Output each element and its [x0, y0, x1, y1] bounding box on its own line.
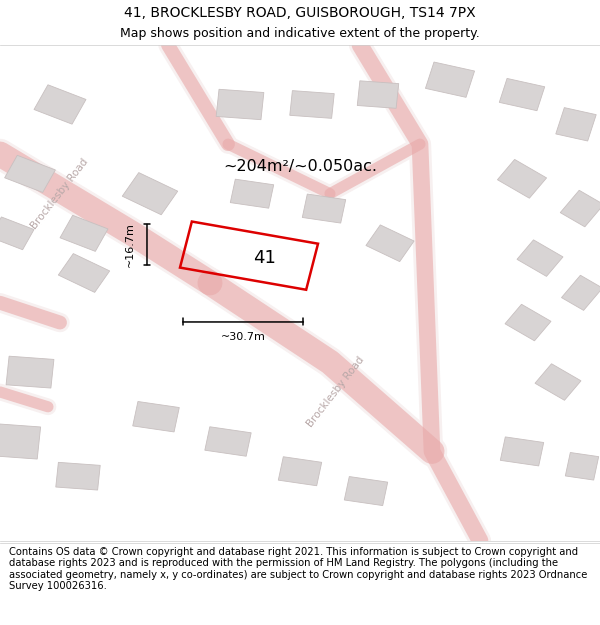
Text: 41, BROCKLESBY ROAD, GUISBOROUGH, TS14 7PX: 41, BROCKLESBY ROAD, GUISBOROUGH, TS14 7… [124, 6, 476, 19]
Polygon shape [56, 462, 100, 490]
Text: ~16.7m: ~16.7m [125, 222, 135, 267]
Polygon shape [122, 173, 178, 215]
Polygon shape [133, 401, 179, 432]
Polygon shape [216, 89, 264, 119]
Polygon shape [562, 275, 600, 311]
Polygon shape [497, 159, 547, 198]
Text: Map shows position and indicative extent of the property.: Map shows position and indicative extent… [120, 27, 480, 40]
Polygon shape [505, 304, 551, 341]
Polygon shape [425, 62, 475, 98]
Polygon shape [5, 155, 55, 192]
Polygon shape [560, 190, 600, 227]
Polygon shape [535, 364, 581, 400]
Polygon shape [60, 215, 108, 251]
Text: ~30.7m: ~30.7m [221, 332, 266, 342]
Polygon shape [230, 179, 274, 208]
Polygon shape [499, 78, 545, 111]
Polygon shape [565, 452, 599, 480]
Polygon shape [357, 81, 399, 108]
Text: Contains OS data © Crown copyright and database right 2021. This information is : Contains OS data © Crown copyright and d… [9, 546, 587, 591]
Polygon shape [278, 457, 322, 486]
Polygon shape [34, 85, 86, 124]
Polygon shape [6, 356, 54, 388]
Polygon shape [0, 424, 41, 459]
Text: Brocklesby Road: Brocklesby Road [305, 355, 367, 429]
Polygon shape [0, 217, 34, 250]
Polygon shape [366, 225, 414, 262]
Polygon shape [344, 476, 388, 506]
Text: 41: 41 [253, 249, 275, 267]
Polygon shape [205, 427, 251, 456]
Polygon shape [290, 91, 334, 118]
Polygon shape [302, 194, 346, 223]
Polygon shape [517, 240, 563, 276]
Polygon shape [58, 254, 110, 292]
Polygon shape [556, 107, 596, 141]
Text: ~204m²/~0.050ac.: ~204m²/~0.050ac. [223, 159, 377, 174]
Text: Brocklesby Road: Brocklesby Road [29, 157, 91, 231]
Polygon shape [500, 437, 544, 466]
